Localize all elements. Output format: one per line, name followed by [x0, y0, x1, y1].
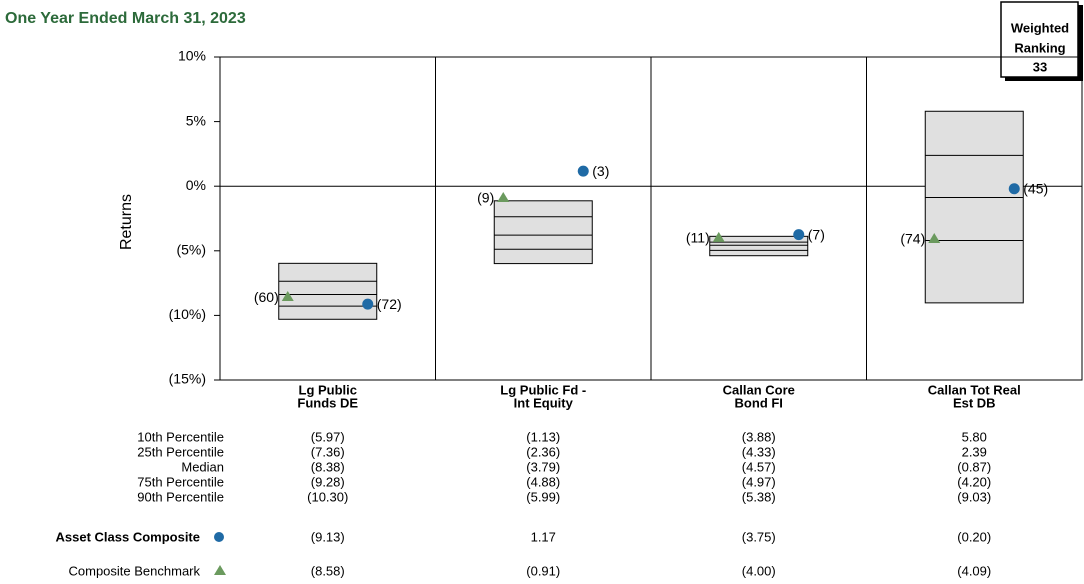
x-tick-label: Est DB — [953, 395, 996, 410]
row-label: 10th Percentile — [137, 429, 224, 444]
rank-label: (74) — [900, 231, 925, 247]
table-value: (0.87) — [957, 459, 991, 474]
rank-label: (60) — [254, 289, 279, 305]
percentile-box — [924, 110, 1024, 304]
table-value: (4.88) — [526, 474, 560, 489]
row-label: Asset Class Composite — [56, 529, 201, 544]
table-value: 5.80 — [962, 429, 987, 444]
table-value: (2.36) — [526, 444, 560, 459]
row-label: 25th Percentile — [137, 444, 224, 459]
table-value: (9.03) — [957, 489, 991, 504]
table-value: (3.79) — [526, 459, 560, 474]
table-value: (10.30) — [307, 489, 348, 504]
percentile-box — [278, 262, 378, 320]
x-tick-label: Callan Core — [723, 382, 795, 397]
table-value: (3.75) — [742, 529, 776, 544]
composite-marker — [1008, 183, 1020, 195]
x-tick-label: Int Equity — [514, 395, 574, 410]
x-tick-label: Lg Public — [299, 382, 358, 397]
table-value: (7.36) — [311, 444, 345, 459]
table-value: (5.97) — [311, 429, 345, 444]
legend-marker — [214, 565, 226, 575]
table-value: 1.17 — [531, 529, 556, 544]
y-tick-label: (5%) — [176, 242, 206, 258]
legend-marker — [214, 532, 224, 542]
ranking-value: 33 — [1033, 59, 1047, 74]
percentile-box — [493, 200, 593, 265]
benchmark-marker — [928, 233, 941, 244]
composite-marker — [793, 229, 805, 241]
composite-marker — [577, 165, 589, 177]
x-tick-label: Funds DE — [297, 395, 358, 410]
chart-subtitle: One Year Ended March 31, 2023 — [5, 10, 246, 27]
table-value: (9.28) — [311, 474, 345, 489]
rank-label: (3) — [592, 163, 609, 179]
x-tick-label: Lg Public Fd - — [500, 382, 586, 397]
y-tick-label: (10%) — [169, 306, 206, 322]
table-value: (4.09) — [957, 563, 991, 578]
y-tick-label: (15%) — [169, 371, 206, 387]
table-value: (8.38) — [311, 459, 345, 474]
table-value: (4.33) — [742, 444, 776, 459]
table-value: (3.88) — [742, 429, 776, 444]
row-label: 90th Percentile — [137, 489, 224, 504]
x-tick-label: Bond FI — [735, 395, 783, 410]
ranking-box — [1000, 1, 1079, 78]
row-label: Composite Benchmark — [69, 563, 201, 578]
rank-label: (72) — [377, 296, 402, 312]
benchmark-marker — [712, 231, 725, 242]
rank-label: (9) — [477, 190, 494, 206]
table-value: (1.13) — [526, 429, 560, 444]
table-value: (5.38) — [742, 489, 776, 504]
benchmark-marker — [281, 291, 294, 302]
composite-marker — [362, 298, 374, 310]
rank-label: (7) — [808, 226, 825, 242]
row-label: Median — [181, 459, 224, 474]
y-tick-label: 10% — [178, 48, 206, 64]
table-value: (4.57) — [742, 459, 776, 474]
ranking-title: Ranking — [1014, 40, 1065, 55]
rank-label: (45) — [1023, 180, 1048, 196]
table-value: (0.20) — [957, 529, 991, 544]
table-value: (8.58) — [311, 563, 345, 578]
percentile-box — [709, 235, 809, 257]
y-tick-label: 5% — [186, 112, 206, 128]
table-value: 2.39 — [962, 444, 987, 459]
x-tick-label: Callan Tot Real — [928, 382, 1021, 397]
y-tick-label: 0% — [186, 177, 206, 193]
table-value: (9.13) — [311, 529, 345, 544]
table-value: (4.97) — [742, 474, 776, 489]
table-value: (4.00) — [742, 563, 776, 578]
y-axis-label: Returns — [118, 194, 135, 250]
table-value: (4.20) — [957, 474, 991, 489]
rank-label: (11) — [686, 230, 710, 246]
table-value: (0.91) — [526, 563, 560, 578]
row-label: 75th Percentile — [137, 474, 224, 489]
benchmark-marker — [497, 191, 510, 202]
ranking-title: Weighted — [1011, 20, 1069, 35]
table-value: (5.99) — [526, 489, 560, 504]
